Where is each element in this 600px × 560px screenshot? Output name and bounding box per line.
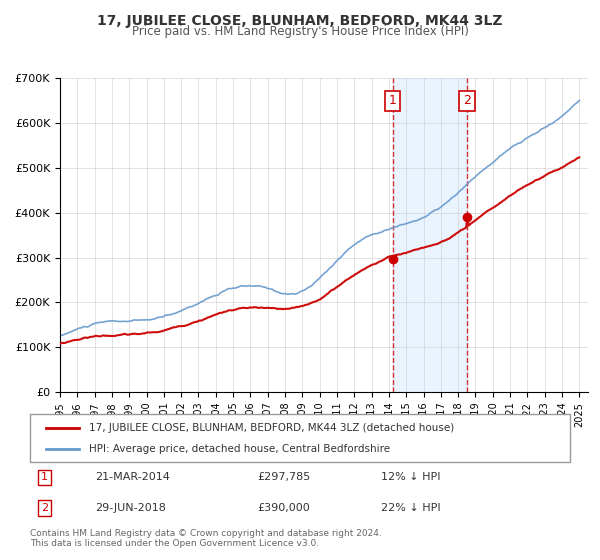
Text: 17, JUBILEE CLOSE, BLUNHAM, BEDFORD, MK44 3LZ: 17, JUBILEE CLOSE, BLUNHAM, BEDFORD, MK4… — [97, 14, 503, 28]
Text: £297,785: £297,785 — [257, 473, 310, 482]
Text: This data is licensed under the Open Government Licence v3.0.: This data is licensed under the Open Gov… — [30, 539, 319, 548]
Text: Contains HM Land Registry data © Crown copyright and database right 2024.: Contains HM Land Registry data © Crown c… — [30, 529, 382, 538]
Text: Price paid vs. HM Land Registry's House Price Index (HPI): Price paid vs. HM Land Registry's House … — [131, 25, 469, 38]
FancyBboxPatch shape — [30, 414, 570, 462]
Text: 1: 1 — [389, 94, 397, 108]
Text: HPI: Average price, detached house, Central Bedfordshire: HPI: Average price, detached house, Cent… — [89, 444, 391, 454]
Text: 21-MAR-2014: 21-MAR-2014 — [95, 473, 170, 482]
Text: £390,000: £390,000 — [257, 503, 310, 513]
Text: 1: 1 — [41, 473, 48, 482]
Text: 22% ↓ HPI: 22% ↓ HPI — [381, 503, 440, 513]
Text: 2: 2 — [463, 94, 471, 108]
Text: 29-JUN-2018: 29-JUN-2018 — [95, 503, 166, 513]
Text: 2: 2 — [41, 503, 48, 513]
Text: 12% ↓ HPI: 12% ↓ HPI — [381, 473, 440, 482]
Text: 17, JUBILEE CLOSE, BLUNHAM, BEDFORD, MK44 3LZ (detached house): 17, JUBILEE CLOSE, BLUNHAM, BEDFORD, MK4… — [89, 423, 455, 433]
